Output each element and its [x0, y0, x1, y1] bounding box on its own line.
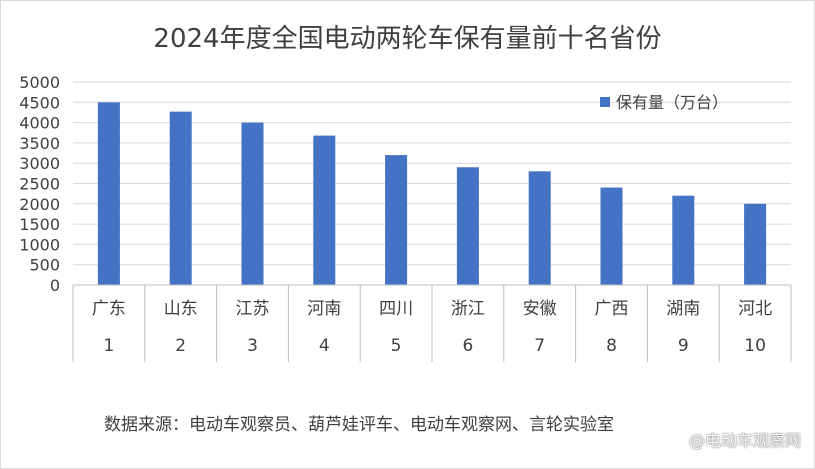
y-tick-label: 3000 [19, 154, 60, 173]
y-tick-label: 1500 [19, 215, 60, 234]
y-tick-label: 0 [50, 276, 60, 295]
x-rank-label: 4 [319, 336, 330, 356]
x-rank-label: 8 [606, 336, 617, 356]
y-tick-label: 2000 [19, 195, 60, 214]
x-category-label: 河南 [307, 299, 341, 319]
bar [97, 102, 120, 285]
x-rank-label: 6 [462, 336, 473, 356]
x-category-label: 安徽 [523, 299, 557, 319]
y-tick-label: 3500 [19, 134, 60, 153]
bar [385, 155, 408, 285]
y-tick-label: 2500 [19, 175, 60, 194]
x-rank-label: 5 [391, 336, 402, 356]
bar [456, 167, 479, 285]
bar [744, 203, 767, 285]
x-category-label: 山东 [164, 299, 198, 319]
x-category-label: 浙江 [451, 299, 485, 319]
x-rank-label: 1 [103, 336, 114, 356]
bar [313, 135, 336, 285]
x-category-label: 河北 [738, 299, 772, 319]
legend-label: 保有量（万台） [616, 93, 728, 112]
bar [528, 171, 551, 285]
y-tick-label: 4500 [19, 93, 60, 112]
x-category-label: 广西 [595, 299, 629, 319]
x-category-label: 广东 [92, 299, 126, 319]
x-category-label: 江苏 [236, 299, 270, 319]
x-category-label: 湖南 [666, 299, 700, 319]
bar [169, 111, 192, 285]
x-rank-label: 9 [678, 336, 689, 356]
y-tick-label: 500 [29, 256, 60, 275]
bar [672, 195, 695, 285]
x-rank-label: 3 [247, 336, 258, 356]
x-category-label: 四川 [379, 299, 413, 319]
data-source-note: 数据来源：电动车观察员、葫芦娃评车、电动车观察网、言轮实验室 [104, 415, 614, 435]
y-tick-label: 1000 [19, 235, 60, 254]
watermark: @电动车观察网 [688, 431, 801, 450]
y-tick-label: 5000 [19, 73, 60, 92]
x-rank-label: 10 [744, 336, 766, 356]
bar [600, 187, 623, 285]
x-rank-label: 2 [175, 336, 186, 356]
chart-title: 2024年度全国电动两轮车保有量前十名省份 [153, 24, 662, 54]
x-rank-label: 7 [534, 336, 545, 356]
bar [241, 122, 264, 285]
legend-swatch [600, 97, 610, 107]
y-tick-label: 4000 [19, 114, 60, 133]
